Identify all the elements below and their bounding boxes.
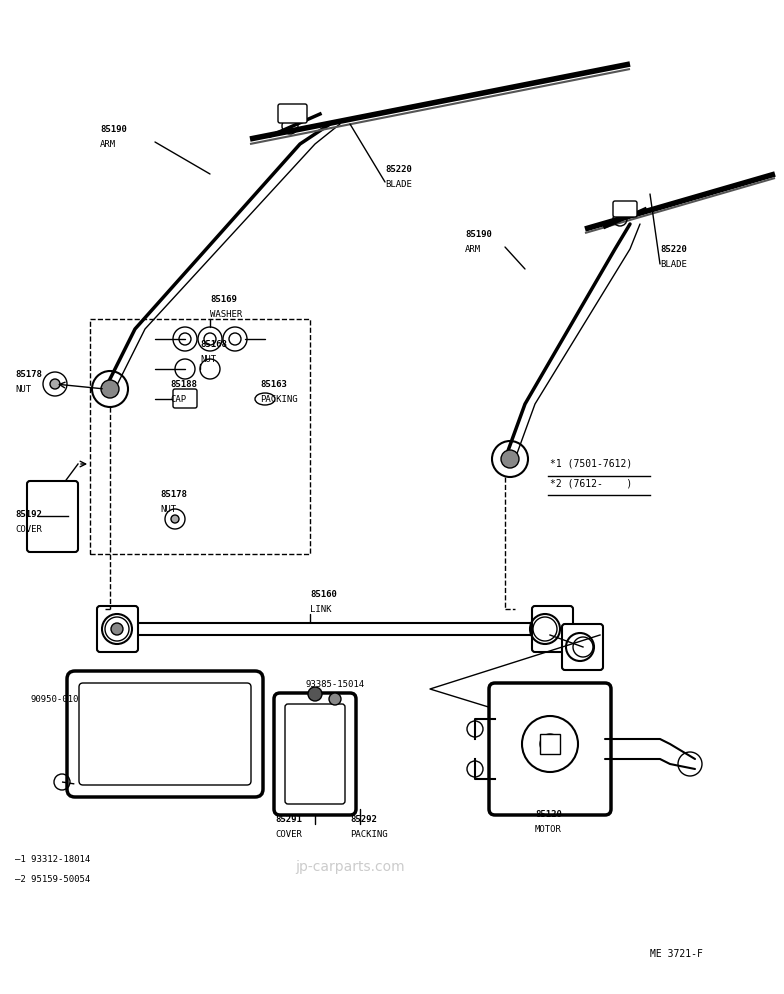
Text: PACKING: PACKING [350,830,387,839]
Text: 85190: 85190 [465,230,492,239]
FancyBboxPatch shape [79,683,251,785]
Text: 85192: 85192 [15,510,42,519]
Text: 85220: 85220 [385,165,412,174]
Text: ME 3721-F: ME 3721-F [650,949,703,959]
Circle shape [101,380,119,398]
Text: 85169: 85169 [210,295,237,304]
Text: WASHER: WASHER [210,310,242,319]
Bar [540,734,560,754]
Text: 85220: 85220 [660,245,687,254]
Text: 85291: 85291 [275,815,302,824]
Text: 85292: 85292 [350,815,377,824]
FancyBboxPatch shape [97,606,138,652]
Text: COVER: COVER [15,525,42,534]
Circle shape [50,379,60,389]
Circle shape [329,693,341,705]
Text: 90950-01077: 90950-01077 [30,695,89,704]
FancyBboxPatch shape [27,481,78,552]
Circle shape [111,623,123,635]
FancyBboxPatch shape [278,104,307,123]
Text: ARM: ARM [465,245,481,254]
Text: COVER: COVER [275,830,302,839]
Text: —1 93312-18014: —1 93312-18014 [15,855,90,864]
FancyBboxPatch shape [532,606,573,652]
Text: 85168: 85168 [200,340,227,349]
FancyBboxPatch shape [489,683,611,815]
Text: NUT: NUT [160,505,176,514]
Text: BLADE: BLADE [660,260,687,269]
Text: LINK: LINK [310,605,332,614]
Text: 85178: 85178 [160,490,187,499]
FancyBboxPatch shape [562,624,603,670]
Text: 85190: 85190 [100,125,127,134]
FancyBboxPatch shape [173,389,197,408]
Bar [90,319,310,554]
Text: —2 95159-50054: —2 95159-50054 [15,875,90,884]
Circle shape [540,734,560,754]
Text: NUT: NUT [15,385,31,394]
Text: NUT: NUT [200,355,216,364]
Text: BLADE: BLADE [385,180,412,189]
Text: 85120: 85120 [535,810,562,819]
Text: *2 (7612-    ): *2 (7612- ) [550,479,632,489]
Text: PACKING: PACKING [260,395,298,404]
Circle shape [501,450,519,468]
Text: *1 (7501-7612): *1 (7501-7612) [550,459,632,469]
FancyBboxPatch shape [67,671,263,797]
Circle shape [308,687,322,701]
Text: 93385-15014: 93385-15014 [305,680,364,689]
Text: 85178: 85178 [15,370,42,379]
Text: jp-carparts.com: jp-carparts.com [296,860,405,874]
FancyBboxPatch shape [285,704,345,804]
Text: 85163: 85163 [260,380,287,389]
Text: CAP: CAP [170,395,186,404]
FancyBboxPatch shape [274,693,356,815]
Ellipse shape [255,393,275,405]
Circle shape [171,515,179,523]
Text: 85188: 85188 [170,380,197,389]
Text: ARM: ARM [100,140,116,149]
Text: MOTOR: MOTOR [535,825,562,834]
Text: 85160: 85160 [310,590,337,599]
FancyBboxPatch shape [613,201,637,217]
